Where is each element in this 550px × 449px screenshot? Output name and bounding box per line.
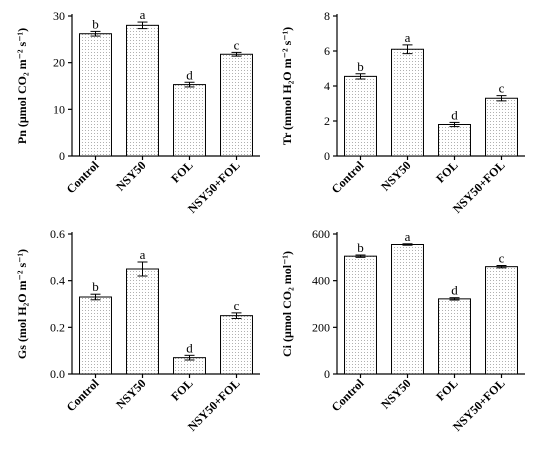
pn-error-bar [231, 51, 242, 57]
tr-significance-letter: c [499, 81, 505, 96]
tr-error-bar [449, 121, 460, 128]
tr-bar [485, 97, 518, 157]
ci-category-label: NSY50 [378, 376, 413, 411]
gs-y-tick-label: 0.4 [50, 274, 65, 288]
pn-y-axis-label: Pn (μmol CO₂ m⁻² s⁻¹) [15, 28, 29, 144]
gs-y-tick-label: 0.6 [50, 227, 65, 241]
gs-category-label: NSY50 [113, 376, 148, 411]
pn-significance-letter: d [186, 67, 193, 82]
ci-significance-letter: d [451, 283, 458, 298]
tr-error-bar [402, 44, 413, 55]
tr-y-tick-label: 8 [324, 9, 330, 23]
gs-significance-letter: c [234, 298, 240, 313]
ci-y-tick-label: 600 [312, 227, 330, 241]
gs-y-tick-label: 0.0 [50, 367, 65, 381]
gs-significance-letter: b [92, 279, 99, 294]
ci-bar [344, 255, 377, 375]
tr-y-tick-label: 0 [324, 149, 330, 163]
pn-significance-letter: a [140, 7, 146, 22]
tr-y-tick-label: 6 [324, 44, 330, 58]
pn-bar [220, 53, 253, 157]
tr-error-bar [496, 95, 507, 102]
ci-error-bar [402, 243, 413, 246]
gs-chart-panel: 0.0 0.2 0.4 0.6 Gs (mol H₂O m⁻² s⁻¹) b Control… [15, 227, 260, 434]
ci-error-bar [449, 297, 460, 301]
pn-error-bar [137, 21, 148, 30]
gs-category-label: FOL [168, 376, 195, 403]
pn-error-bar [184, 81, 195, 88]
ci-category-label: FOL [433, 376, 460, 403]
gs-significance-letter: a [140, 247, 146, 262]
tr-y-tick-label: 4 [324, 79, 330, 93]
pn-category-label: FOL [168, 158, 195, 185]
pn-bar [173, 84, 206, 157]
gs-error-bar [137, 261, 148, 277]
tr-category-label: FOL [433, 158, 460, 185]
tr-bar [438, 124, 471, 157]
tr-category-label: NSY50 [378, 158, 413, 193]
ci-error-bar [355, 254, 366, 258]
ci-y-axis-label: Ci (μmol CO₂ mol⁻¹) [280, 251, 294, 357]
gs-y-axis-label: Gs (mol H₂O m⁻² s⁻¹) [15, 249, 29, 359]
tr-y-tick-label: 2 [324, 114, 330, 128]
tr-significance-letter: a [405, 30, 411, 45]
pn-bar [126, 24, 159, 157]
pn-y-tick-label: 10 [53, 102, 65, 116]
pn-y-tick-label: 20 [53, 56, 65, 70]
gs-error-bar [231, 312, 242, 319]
ci-significance-letter: b [357, 240, 364, 255]
pn-chart-panel: 0 10 20 30 Pn (μmol CO₂ m⁻² s⁻¹) b Control a NSY… [15, 7, 260, 216]
gs-category-label: Control [64, 376, 102, 414]
pn-category-label: NSY50 [113, 158, 148, 193]
pn-significance-letter: b [92, 16, 99, 31]
pn-y-tick-label: 30 [53, 9, 65, 23]
ci-y-tick-label: 0 [324, 367, 330, 381]
gs-y-tick-label: 0.2 [50, 320, 65, 334]
tr-category-label: Control [329, 158, 367, 196]
ci-error-bar [496, 265, 507, 269]
ci-bar [438, 298, 471, 375]
gs-bar [220, 315, 253, 375]
pn-bar [79, 33, 112, 157]
ci-bar [391, 244, 424, 375]
ci-significance-letter: a [405, 229, 411, 244]
tr-y-axis-label: Tr (mmol H₂O m⁻² s⁻¹) [280, 27, 294, 145]
ci-category-label: Control [329, 376, 367, 414]
gs-significance-letter: d [186, 340, 193, 355]
ci-chart-panel: 0 200 400 600 Ci (μmol CO₂ mol⁻¹) b Control a NS… [280, 227, 525, 434]
pn-error-bar [90, 30, 101, 37]
tr-bar [344, 75, 377, 157]
gs-bar [79, 296, 112, 375]
ci-y-tick-label: 400 [312, 274, 330, 288]
pn-category-label: Control [64, 158, 102, 196]
gs-error-bar [184, 354, 195, 361]
ci-bar [485, 266, 518, 375]
tr-significance-letter: d [451, 107, 458, 122]
ci-y-tick-label: 200 [312, 320, 330, 334]
gs-bar [126, 268, 159, 375]
tr-bar [391, 48, 424, 157]
tr-chart-panel: 0 2 4 6 8 Tr (mmol H₂O m⁻² s⁻¹) b Control a NSY50… [280, 9, 525, 216]
gs-error-bar [90, 293, 101, 301]
tr-error-bar [355, 73, 366, 80]
pn-significance-letter: c [234, 37, 240, 52]
pn-y-tick-label: 0 [59, 149, 65, 163]
tr-significance-letter: b [357, 59, 364, 74]
ci-significance-letter: c [499, 251, 505, 266]
